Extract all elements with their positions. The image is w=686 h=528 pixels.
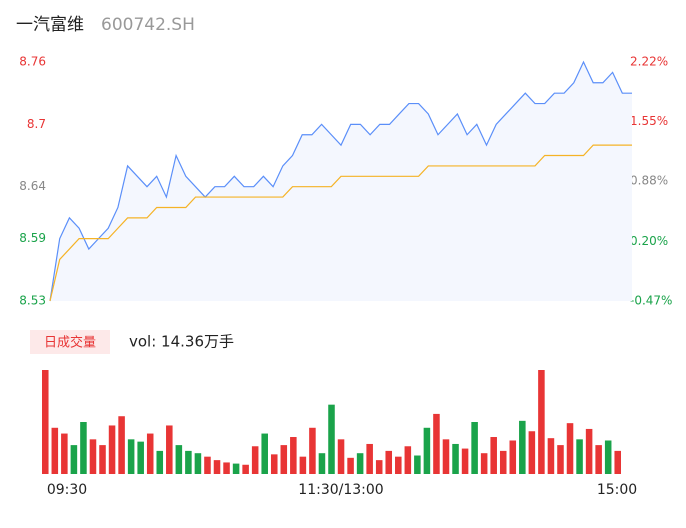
y-tick-label: 8.7 xyxy=(27,117,46,131)
legend-box xyxy=(30,330,110,354)
volume-bar xyxy=(461,448,469,474)
volume-bar xyxy=(347,457,354,474)
volume-bar xyxy=(433,413,440,474)
y2-tick-label: 0.88% xyxy=(630,174,668,188)
volume-bar xyxy=(499,450,507,474)
volume-label: vol: 14.36万手 xyxy=(129,333,234,351)
stock-code: 600742.SH xyxy=(101,15,195,35)
y-tick-label: 8.59 xyxy=(19,231,46,245)
price-line xyxy=(49,60,632,302)
volume-bar xyxy=(166,425,173,474)
volume-bar xyxy=(471,422,478,474)
volume-bar xyxy=(356,453,364,474)
volume-bar xyxy=(423,427,431,474)
volume-bar xyxy=(404,446,412,474)
volume-bar xyxy=(89,439,97,474)
volume-bar xyxy=(547,438,555,474)
volume-bar xyxy=(70,445,78,474)
volume-bar xyxy=(223,462,230,474)
volume-bar xyxy=(576,439,583,474)
volume-bar xyxy=(118,416,125,474)
x-tick-label: 11:30/13:00 xyxy=(298,482,383,498)
volume-bar xyxy=(557,445,564,474)
stock-name: 一汽富维 xyxy=(16,15,84,35)
y2-tick-label: 1.55% xyxy=(630,114,668,128)
volume-bar xyxy=(528,431,536,474)
price-area xyxy=(50,62,632,301)
volume-bar xyxy=(251,446,259,474)
volume-bar xyxy=(185,450,192,474)
volume-bar xyxy=(366,443,373,474)
volume-bar xyxy=(175,445,183,474)
volume-bar xyxy=(585,428,593,474)
volume-bar xyxy=(414,455,421,474)
volume-bar xyxy=(385,450,393,474)
volume-bar xyxy=(538,370,545,474)
volume-bar xyxy=(61,433,68,474)
volume-bar xyxy=(337,439,345,474)
volume-bar xyxy=(480,453,488,474)
x-tick-label: 09:30 xyxy=(47,482,87,498)
volume-bar xyxy=(280,445,288,474)
average-line xyxy=(49,144,632,302)
volume-bar xyxy=(108,425,116,474)
y-tick-label: 8.76 xyxy=(19,55,46,69)
volume-bar xyxy=(375,460,383,474)
y-tick-label: 8.53 xyxy=(19,294,46,308)
x-tick-label: 15:00 xyxy=(597,482,637,498)
volume-bar xyxy=(566,423,574,474)
volume-bar xyxy=(490,437,497,474)
y-tick-label: 8.64 xyxy=(19,179,46,193)
volume-bar xyxy=(232,463,240,474)
volume-bar xyxy=(137,441,144,474)
volume-bar xyxy=(194,453,202,474)
volume-bar xyxy=(509,440,517,474)
volume-bar xyxy=(595,445,602,474)
y2-tick-label: 2.22% xyxy=(630,55,668,69)
volume-bar xyxy=(42,370,49,474)
volume-bar xyxy=(270,454,278,474)
volume-bar xyxy=(318,453,326,474)
volume-bar xyxy=(213,460,221,474)
volume-bar xyxy=(442,439,450,474)
volume-bar xyxy=(242,464,249,474)
volume-bar xyxy=(204,456,211,474)
y2-tick-label: -0.47% xyxy=(630,294,672,308)
volume-bar xyxy=(156,450,164,474)
volume-bar xyxy=(452,443,459,474)
volume-bar xyxy=(309,427,316,474)
volume-bar xyxy=(261,433,268,474)
volume-bar xyxy=(290,437,297,474)
volume-bar xyxy=(604,440,612,474)
y2-tick-label: 0.20% xyxy=(630,234,668,248)
volume-bar xyxy=(395,456,402,474)
volume-bar xyxy=(299,456,307,474)
volume-bar xyxy=(80,422,87,474)
volume-legend: 日成交量 xyxy=(44,335,96,351)
volume-bar xyxy=(328,404,335,474)
volume-bar xyxy=(127,439,135,474)
volume-bar xyxy=(51,427,59,474)
volume-bar xyxy=(519,420,526,474)
volume-bar xyxy=(146,433,154,474)
volume-bar xyxy=(614,450,621,474)
volume-bar xyxy=(99,445,106,474)
